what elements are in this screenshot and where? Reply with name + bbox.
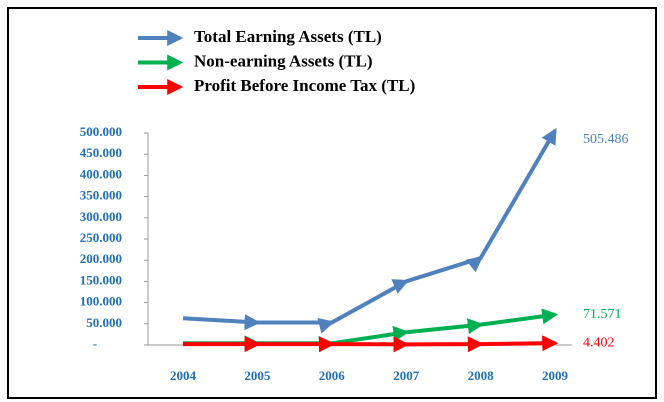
y-tick-label: - xyxy=(93,336,97,351)
y-tick-label: 50.000 xyxy=(86,315,122,330)
x-tick-label: 2007 xyxy=(393,368,420,383)
data-label: 505.486 xyxy=(583,132,629,147)
y-tick-label: 100.000 xyxy=(80,294,122,309)
data-label: 71.571 xyxy=(583,307,622,322)
x-tick-label: 2006 xyxy=(319,368,346,383)
y-tick-label: 300.000 xyxy=(80,209,122,224)
legend-label: Non-earning Assets (TL) xyxy=(194,51,373,70)
y-tick-label: 200.000 xyxy=(80,251,122,266)
x-tick-label: 2005 xyxy=(244,368,271,383)
y-tick-label: 400.000 xyxy=(80,166,122,181)
series-line xyxy=(183,335,559,353)
y-tick-label: 500.000 xyxy=(80,124,122,139)
legend-label: Profit Before Income Tax (TL) xyxy=(194,76,415,95)
legend-label: Total Earning Assets (TL) xyxy=(194,27,382,46)
x-tick-label: 2009 xyxy=(542,368,569,383)
x-tick-label: 2008 xyxy=(468,368,495,383)
x-tick-label: 2004 xyxy=(170,368,197,383)
y-tick-label: 150.000 xyxy=(80,272,122,287)
data-label: 4.402 xyxy=(583,335,615,350)
y-tick-label: 350.000 xyxy=(80,188,122,203)
y-tick-label: 450.000 xyxy=(80,145,122,160)
y-tick-label: 250.000 xyxy=(80,230,122,245)
